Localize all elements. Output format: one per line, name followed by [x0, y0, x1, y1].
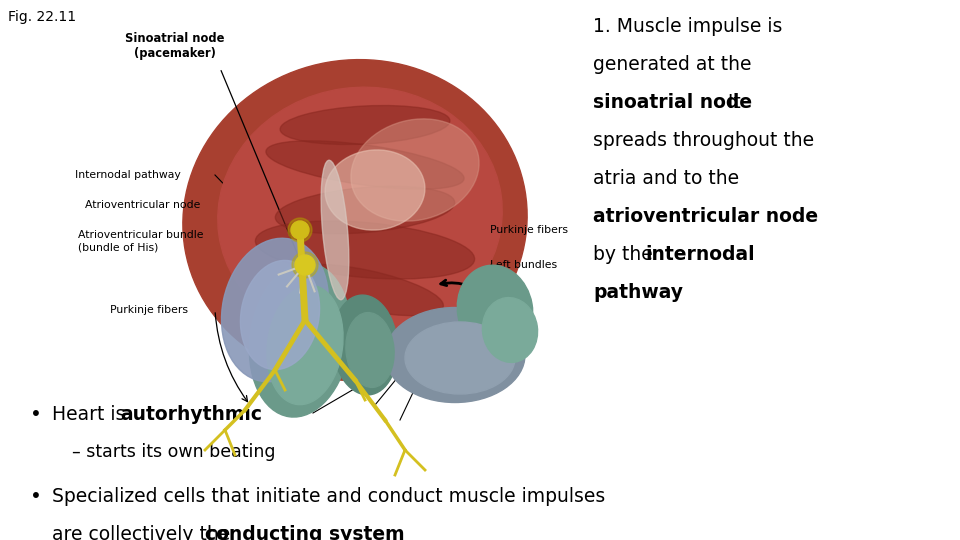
Ellipse shape	[325, 150, 425, 230]
Text: Internodal pathway: Internodal pathway	[75, 170, 180, 180]
Ellipse shape	[482, 298, 538, 362]
Text: Fig. 22.11: Fig. 22.11	[8, 10, 76, 24]
Ellipse shape	[351, 119, 479, 221]
Text: are collectively the: are collectively the	[52, 525, 236, 540]
Text: . It: . It	[716, 93, 741, 112]
Text: Purkinje fibers: Purkinje fibers	[490, 225, 568, 235]
Ellipse shape	[266, 141, 464, 189]
Text: by the: by the	[593, 245, 659, 264]
Ellipse shape	[385, 307, 525, 402]
Ellipse shape	[280, 105, 450, 145]
Ellipse shape	[332, 295, 397, 395]
Ellipse shape	[287, 264, 444, 316]
Ellipse shape	[346, 313, 395, 387]
Text: Heart is: Heart is	[52, 405, 132, 424]
Ellipse shape	[255, 221, 474, 279]
Circle shape	[292, 252, 318, 278]
Text: Right bundle: Right bundle	[355, 365, 425, 375]
Ellipse shape	[222, 238, 328, 382]
Text: •: •	[30, 487, 42, 506]
Ellipse shape	[250, 263, 350, 417]
Text: 1. Muscle impulse is: 1. Muscle impulse is	[593, 17, 782, 36]
Text: (bundle of His): (bundle of His)	[78, 243, 158, 253]
Text: pathway: pathway	[593, 283, 683, 302]
Ellipse shape	[457, 265, 533, 355]
Text: Purkinje fibers: Purkinje fibers	[110, 305, 188, 315]
Text: generated at the: generated at the	[593, 55, 752, 74]
Ellipse shape	[322, 160, 348, 300]
Text: spreads throughout the: spreads throughout the	[593, 131, 814, 150]
Text: Sinoatrial node
(pacemaker): Sinoatrial node (pacemaker)	[126, 32, 225, 60]
Ellipse shape	[267, 285, 343, 404]
Text: •: •	[30, 405, 42, 424]
Text: Atrioventricular bundle: Atrioventricular bundle	[78, 230, 204, 240]
Circle shape	[288, 218, 312, 242]
Text: Left bundles: Left bundles	[490, 260, 557, 270]
Text: – starts its own beating: – starts its own beating	[72, 443, 276, 461]
Text: Atrioventricular node: Atrioventricular node	[85, 200, 201, 210]
Ellipse shape	[182, 59, 527, 380]
Text: internodal: internodal	[645, 245, 756, 264]
Text: autorhythmic: autorhythmic	[120, 405, 262, 424]
Ellipse shape	[240, 260, 320, 369]
Ellipse shape	[405, 322, 515, 394]
Text: .: .	[651, 283, 657, 302]
Text: Specialized cells that initiate and conduct muscle impulses: Specialized cells that initiate and cond…	[52, 487, 605, 506]
Circle shape	[291, 221, 309, 239]
Circle shape	[295, 255, 315, 275]
Text: atria and to the: atria and to the	[593, 169, 739, 188]
Text: sinoatrial node: sinoatrial node	[593, 93, 752, 112]
Ellipse shape	[276, 186, 455, 234]
Ellipse shape	[218, 87, 502, 343]
Text: atrioventricular node: atrioventricular node	[593, 207, 818, 226]
Text: conducting system: conducting system	[205, 525, 404, 540]
